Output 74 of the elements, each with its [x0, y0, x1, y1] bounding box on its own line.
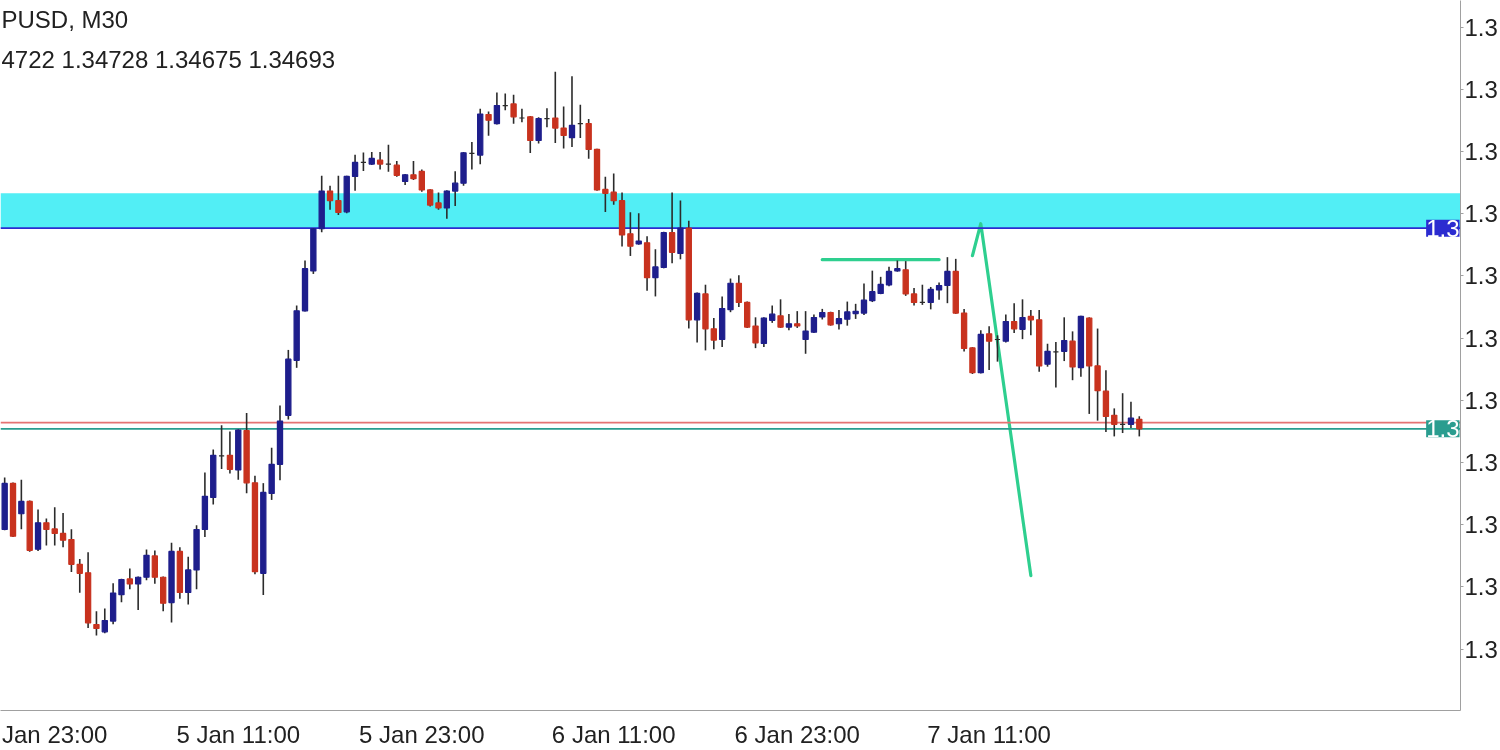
candlestick — [326, 185, 334, 210]
candlestick — [1136, 416, 1143, 437]
candlestick — [485, 111, 492, 136]
text: 1.3 — [1464, 386, 1498, 414]
x-tick-label: 5 Jan 11:00 — [176, 720, 301, 748]
candlestick — [151, 550, 159, 584]
text: 1.3 — [1464, 75, 1498, 103]
candlestick — [668, 192, 676, 264]
text: 1.3 — [1464, 138, 1498, 166]
candlestick — [735, 275, 743, 308]
candlestick — [118, 578, 125, 603]
candlestick — [351, 154, 359, 191]
text: 1.3 — [1464, 262, 1498, 290]
x-tick-label: 6 Jan 23:00 — [734, 720, 860, 748]
candlestick — [185, 556, 192, 605]
candlestick — [802, 311, 809, 354]
x-tick-label: Jan 23:00 — [2, 720, 108, 748]
text: 1.3 — [1464, 13, 1498, 41]
candlestick — [635, 213, 642, 245]
candlestick — [418, 169, 425, 192]
text: 1.3 — [1464, 324, 1498, 352]
candlestick — [652, 249, 659, 297]
candlestick — [935, 282, 943, 300]
candlestick — [1061, 317, 1068, 362]
candlestick — [143, 549, 150, 581]
candlestick — [527, 116, 534, 154]
candlestick — [1127, 401, 1135, 428]
candlestick — [1019, 299, 1026, 340]
candlestick — [710, 317, 717, 350]
candlestick — [1111, 408, 1118, 437]
candlestick — [777, 299, 784, 328]
x-tick-label: 6 Jan 11:00 — [551, 720, 676, 748]
candlestick — [1002, 314, 1009, 343]
annotation: 1.3 — [1426, 214, 1460, 242]
candlestick — [335, 175, 342, 215]
candlestick — [568, 76, 576, 147]
candlestick — [93, 611, 100, 636]
candlestick — [226, 431, 234, 474]
candlestick — [493, 92, 501, 125]
candlestick — [985, 326, 993, 371]
chart-subtitle: 4722 1.34728 1.34675 1.34693 — [1, 45, 336, 73]
candlestick — [835, 310, 843, 330]
candlestick — [101, 608, 108, 634]
candlestick — [552, 71, 559, 143]
candlestick — [376, 152, 384, 170]
candlestick — [76, 559, 83, 593]
candlestick — [126, 568, 133, 590]
candlestick — [1044, 343, 1051, 367]
x-tick-label: 7 Jan 11:00 — [927, 720, 1051, 748]
candlestick — [535, 117, 542, 144]
text: 1.3 — [1464, 200, 1498, 228]
text: 1.3 — [1464, 511, 1498, 539]
candlestick — [59, 512, 67, 548]
candlestick — [785, 313, 793, 331]
candlestick — [752, 317, 759, 349]
candlestick — [518, 108, 526, 123]
candlestick — [627, 212, 634, 256]
candlestick — [134, 576, 142, 611]
candlestick — [560, 106, 567, 149]
candlestick — [1010, 303, 1018, 333]
text: 1.3 — [1464, 449, 1498, 476]
candlestick — [18, 479, 25, 530]
candlestick — [927, 286, 934, 310]
text: 1.3 — [1464, 573, 1498, 601]
text: 1.3 — [1464, 635, 1498, 663]
candlestick — [794, 311, 801, 328]
candlestick — [860, 283, 868, 315]
candlestick — [944, 257, 951, 304]
candlestick — [510, 94, 517, 124]
candlestick — [443, 190, 451, 219]
chart-title: PUSD, M30 — [1, 5, 129, 33]
annotation: 1.3 — [1426, 415, 1460, 443]
candlestick — [452, 171, 459, 206]
x-tick-label: 5 Jan 23:00 — [359, 720, 485, 748]
